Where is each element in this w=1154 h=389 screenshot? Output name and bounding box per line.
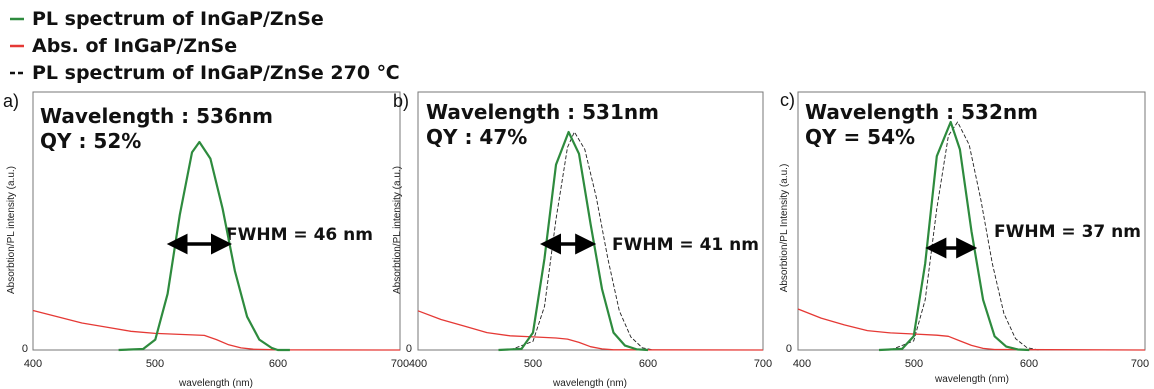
y-tick-a-0: 0: [22, 343, 28, 355]
abs-curve-c: [797, 308, 1146, 351]
pl-curve-c: [878, 120, 1030, 352]
legend-entry-pl270: PL spectrum of InGaP/ZnSe 270 ℃: [10, 62, 400, 84]
wavelength-annotation-c: Wavelength : 532nm: [805, 100, 1038, 124]
x-tick-c-400: 400: [793, 358, 811, 370]
x-tick-b-500: 500: [524, 358, 542, 370]
curves-b: [417, 130, 764, 352]
panel-c: c) Wavelength : 532nm QY = 54% FWHM = 37…: [779, 90, 1149, 385]
fwhm-label-c: FWHM = 37 nm: [994, 222, 1141, 242]
x-tick-c-500: 500: [905, 358, 923, 370]
x-axis-label-c: wavelength (nm): [934, 374, 1009, 385]
legend-entry-abs: Abs. of InGaP/ZnSe: [10, 35, 237, 57]
legend-label-pl270: PL spectrum of InGaP/ZnSe 270 ℃: [32, 62, 400, 84]
wavelength-annotation-b: Wavelength : 531nm: [426, 100, 659, 124]
abs-curve-b: [417, 310, 764, 351]
plot-frame-c: [797, 91, 1146, 351]
panel-a: a) Wavelength : 536nm QY : 52% FWHM = 46…: [3, 91, 409, 389]
fwhm-label-b: FWHM = 41 nm: [612, 235, 759, 255]
abs-curve-a: [32, 309, 401, 351]
x-tick-a-500: 500: [146, 358, 164, 370]
x-tick-a-600: 600: [269, 358, 287, 370]
qy-annotation-a: QY : 52%: [40, 129, 141, 153]
pl-curve-a: [118, 140, 290, 352]
panel-b: b) Wavelength : 531nm QY : 47% FWHM = 41…: [392, 91, 772, 389]
x-tick-b-700: 700: [754, 358, 772, 370]
plot-frame-b: [417, 91, 764, 351]
fwhm-label-a: FWHM = 46 nm: [226, 225, 373, 245]
qy-annotation-b: QY : 47%: [426, 125, 527, 149]
pl270-curve-b: [509, 131, 654, 351]
wavelength-annotation-a: Wavelength : 536nm: [40, 104, 273, 128]
panel-label-a: a): [3, 91, 19, 111]
legend: PL spectrum of InGaP/ZnSe Abs. of InGaP/…: [10, 8, 400, 84]
y-axis-label-c: Absorbtion/PL Intensity (a.u.): [779, 164, 790, 293]
y-axis-label-b: Absorbtion/PL intensity (a.u.): [392, 166, 403, 294]
y-tick-b-0: 0: [406, 343, 412, 355]
x-tick-b-400: 400: [409, 358, 427, 370]
legend-label-pl: PL spectrum of InGaP/ZnSe: [32, 8, 324, 30]
x-tick-a-700: 700: [391, 358, 409, 370]
legend-label-abs: Abs. of InGaP/ZnSe: [32, 35, 237, 57]
x-axis-label-a: wavelength (nm): [178, 378, 253, 389]
x-tick-b-600: 600: [639, 358, 657, 370]
plot-frame-a: [32, 91, 401, 351]
qy-annotation-c: QY = 54%: [805, 125, 915, 149]
curves-c: [797, 120, 1146, 352]
y-tick-c-0: 0: [786, 343, 792, 355]
x-axis-label-b: wavelength (nm): [552, 378, 627, 389]
x-tick-a-400: 400: [24, 358, 42, 370]
y-axis-label-a: Absorbtion/PL intensity (a.u.): [6, 166, 17, 294]
pl-curve-b: [498, 130, 649, 352]
curves-a: [32, 140, 401, 352]
panel-label-c: c): [780, 90, 795, 110]
panel-label-b: b): [393, 91, 409, 111]
pl270-curve-c: [890, 121, 1039, 351]
legend-entry-pl: PL spectrum of InGaP/ZnSe: [10, 8, 324, 30]
x-tick-c-600: 600: [1020, 358, 1038, 370]
x-tick-c-700: 700: [1131, 358, 1149, 370]
